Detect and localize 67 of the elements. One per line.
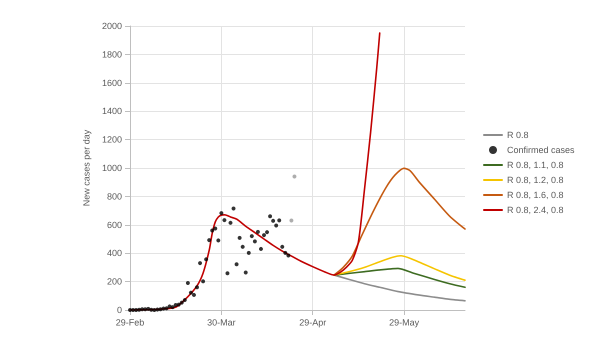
point <box>277 218 282 222</box>
point <box>265 230 270 234</box>
point <box>182 298 187 302</box>
point <box>192 292 196 297</box>
y-tick-label: 1200 <box>102 134 122 145</box>
point <box>170 305 175 310</box>
point <box>258 246 263 251</box>
point <box>201 279 206 284</box>
point <box>180 300 184 305</box>
point <box>286 253 290 258</box>
point <box>238 236 242 240</box>
point <box>292 174 296 179</box>
point <box>219 211 224 216</box>
point <box>250 234 254 238</box>
point <box>198 261 202 266</box>
y-tick-label: 0 <box>116 305 122 315</box>
x-tick-label: 29-May <box>389 318 420 328</box>
point <box>280 244 284 249</box>
point <box>232 206 236 210</box>
point <box>252 239 257 244</box>
point <box>207 238 212 242</box>
point <box>210 228 214 232</box>
y-tick-label: 1600 <box>102 78 122 88</box>
point <box>174 303 178 308</box>
point <box>228 220 232 225</box>
legend-label: R 0.8, 2.4, 0.8 <box>507 205 564 215</box>
x-tick-label: 29-Feb <box>116 318 144 328</box>
x-tick-label: 29-Apr <box>299 318 326 328</box>
y-tick-label: 1800 <box>102 49 122 60</box>
x-tick-label: 30-Mar <box>207 318 236 328</box>
point <box>216 238 220 242</box>
point <box>274 224 278 228</box>
y-tick-label: 400 <box>106 248 122 258</box>
point <box>188 290 193 295</box>
line-series <box>333 167 466 276</box>
point <box>234 262 239 266</box>
legend-label: Confirmed cases <box>507 145 576 155</box>
y-tick-label: 200 <box>106 276 122 287</box>
y-tick-label: 1400 <box>102 106 122 116</box>
point <box>131 308 136 312</box>
point <box>289 218 294 223</box>
legend-label: R 0.8, 1.2, 0.8 <box>507 175 564 185</box>
y-tick-label: 1000 <box>102 163 122 173</box>
point <box>195 285 199 290</box>
y-axis-title: New cases per day <box>82 129 92 206</box>
point <box>204 257 208 262</box>
legend-label: R 0.8, 1.6, 0.8 <box>507 190 564 200</box>
y-tick-label: 800 <box>106 191 122 202</box>
y-tick-label: 2000 <box>102 21 122 31</box>
point <box>225 271 230 276</box>
point <box>268 214 272 218</box>
point <box>164 306 169 310</box>
point <box>256 230 260 234</box>
point <box>213 226 218 230</box>
legend-label: R 0.8 <box>507 130 529 140</box>
point <box>240 244 245 249</box>
point <box>246 250 251 255</box>
point <box>176 302 181 307</box>
point <box>244 270 248 275</box>
point <box>262 233 266 238</box>
point <box>271 218 276 223</box>
point <box>222 218 226 222</box>
line-series <box>333 274 466 302</box>
point <box>283 250 288 255</box>
point <box>186 281 190 286</box>
legend-label: R 0.8, 1.1, 0.8 <box>507 160 564 170</box>
y-tick-label: 600 <box>106 220 122 230</box>
